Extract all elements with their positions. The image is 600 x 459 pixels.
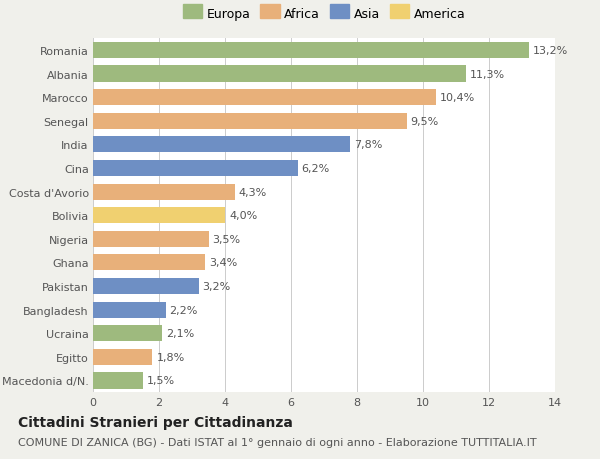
Text: 3,5%: 3,5% [212,234,241,244]
Text: 7,8%: 7,8% [355,140,383,150]
Text: 4,3%: 4,3% [239,187,267,197]
Text: 4,0%: 4,0% [229,211,257,221]
Text: 6,2%: 6,2% [302,163,330,174]
Bar [93,184,235,200]
Bar [93,255,205,271]
Text: 2,1%: 2,1% [166,329,194,339]
Text: 1,8%: 1,8% [157,352,185,362]
Bar [93,208,225,224]
Text: 10,4%: 10,4% [440,93,475,103]
Text: 3,4%: 3,4% [209,258,238,268]
Bar [93,161,298,177]
Legend: Europa, Africa, Asia, America: Europa, Africa, Asia, America [178,3,470,26]
Bar [93,349,152,365]
Text: 9,5%: 9,5% [410,117,439,127]
Bar [93,231,209,247]
Text: 2,2%: 2,2% [170,305,198,315]
Bar [93,325,162,341]
Text: Cittadini Stranieri per Cittadinanza: Cittadini Stranieri per Cittadinanza [18,415,293,429]
Bar [93,67,466,82]
Bar [93,373,143,389]
Text: COMUNE DI ZANICA (BG) - Dati ISTAT al 1° gennaio di ogni anno - Elaborazione TUT: COMUNE DI ZANICA (BG) - Dati ISTAT al 1°… [18,437,536,447]
Bar [93,113,407,129]
Text: 13,2%: 13,2% [533,46,568,56]
Bar [93,90,436,106]
Text: 1,5%: 1,5% [146,375,175,386]
Bar [93,279,199,294]
Bar [93,302,166,318]
Text: 3,2%: 3,2% [203,281,231,291]
Bar [93,43,529,59]
Text: 11,3%: 11,3% [470,69,505,79]
Bar [93,137,350,153]
